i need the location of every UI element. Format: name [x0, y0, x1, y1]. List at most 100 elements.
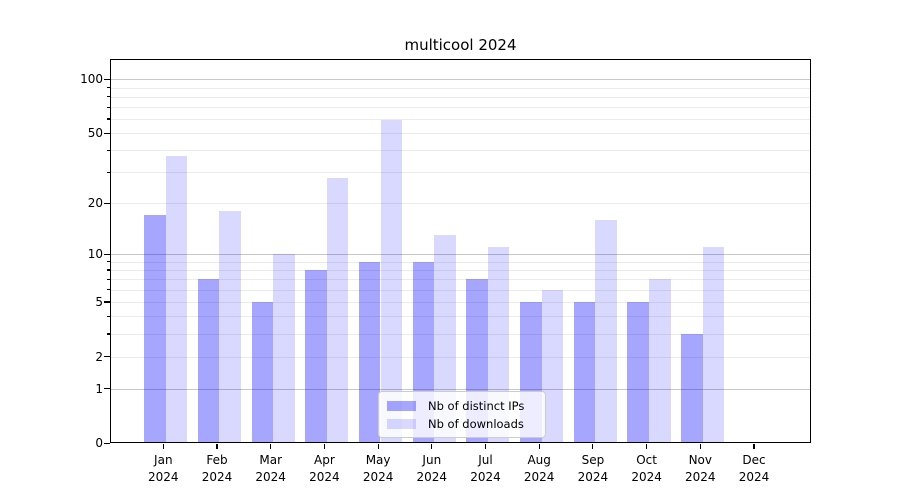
- y-minor-tick-mark: [107, 333, 110, 335]
- y-minor-tick-mark: [107, 171, 110, 174]
- x-tick-label: Apr 2024: [297, 452, 351, 485]
- x-tick-year: 2024: [255, 469, 286, 484]
- major-gridline: [110, 79, 811, 81]
- x-tick-year: 2024: [685, 469, 716, 484]
- legend-item-downloads: Nb of downloads: [387, 417, 537, 431]
- legend-label-distinct-ips: Nb of distinct IPs: [428, 398, 525, 413]
- y-tick-mark: [104, 301, 110, 303]
- y-tick-label: 100: [80, 72, 103, 87]
- x-tick-label: Mar 2024: [244, 452, 298, 485]
- x-tick-month: Apr: [314, 453, 335, 467]
- bar-nb-of-downloads-may: [380, 120, 403, 444]
- y-tick-label: 2: [95, 349, 103, 364]
- x-tick-mark: [323, 444, 325, 450]
- x-tick-mark: [646, 444, 648, 450]
- x-tick-mark: [699, 444, 701, 450]
- x-tick-label: Jun 2024: [405, 452, 459, 485]
- x-tick-year: 2024: [738, 469, 770, 484]
- minor-gridline: [110, 289, 811, 291]
- y-minor-tick-mark: [107, 149, 110, 151]
- x-tick-mark: [538, 444, 540, 450]
- x-tick-label: Feb 2024: [190, 452, 244, 485]
- minor-gridline: [110, 316, 811, 318]
- x-tick-year: 2024: [631, 469, 662, 484]
- y-minor-tick-mark: [107, 261, 110, 263]
- x-tick-mark: [592, 444, 594, 450]
- x-tick-mark: [484, 444, 487, 450]
- minor-gridline: [110, 301, 811, 303]
- bar-nb-of-distinct-ips-oct: [627, 301, 649, 444]
- y-tick-mark: [104, 202, 110, 204]
- x-tick-year: 2024: [362, 469, 394, 484]
- x-tick-year: 2024: [416, 469, 448, 484]
- minor-gridline: [110, 172, 811, 174]
- x-tick-label: Oct 2024: [620, 452, 674, 485]
- bar-nb-of-distinct-ips-sep: [573, 301, 596, 444]
- x-tick-month: Nov: [688, 453, 712, 467]
- bar-nb-of-distinct-ips-mar: [251, 301, 274, 444]
- bar-nb-of-downloads-oct: [649, 279, 671, 444]
- legend-swatch-downloads: [387, 418, 416, 429]
- y-tick-mark: [104, 253, 110, 255]
- y-tick-label: 20: [87, 196, 103, 211]
- minor-gridline: [110, 87, 811, 89]
- x-tick-month: Aug: [527, 453, 551, 467]
- x-tick-mark: [162, 444, 164, 450]
- y-tick-label: 1: [95, 381, 103, 396]
- x-tick-label: Aug 2024: [512, 452, 566, 485]
- y-tick-mark: [104, 388, 110, 390]
- x-tick-year: 2024: [148, 469, 179, 484]
- major-gridline: [110, 388, 811, 390]
- x-tick-month: Jan: [154, 453, 173, 467]
- minor-gridline: [110, 96, 811, 98]
- y-tick-mark: [104, 356, 110, 358]
- y-minor-tick-mark: [107, 86, 110, 89]
- bar-nb-of-distinct-ips-apr: [305, 270, 327, 444]
- x-tick-label: May 2024: [351, 452, 405, 485]
- y-tick-label: 0: [95, 436, 103, 451]
- x-tick-label: Jul 2024: [459, 452, 513, 485]
- minor-gridline: [110, 333, 811, 335]
- y-minor-tick-mark: [107, 96, 110, 98]
- x-tick-label: Sep 2024: [566, 452, 620, 485]
- bar-nb-of-distinct-ips-feb: [197, 279, 220, 444]
- x-tick-mark: [377, 444, 379, 450]
- y-minor-tick-mark: [107, 315, 110, 317]
- minor-gridline: [110, 203, 811, 205]
- x-tick-year: 2024: [309, 469, 340, 484]
- x-tick-label: Nov 2024: [673, 452, 727, 485]
- y-minor-tick-mark: [107, 106, 110, 108]
- x-tick-month: Sep: [581, 453, 605, 467]
- x-tick-month: Oct: [636, 453, 657, 467]
- x-tick-year: 2024: [470, 469, 501, 484]
- bar-nb-of-distinct-ips-may: [358, 261, 381, 444]
- x-tick-mark: [431, 444, 433, 450]
- bar-nb-of-downloads-nov: [702, 247, 725, 444]
- minor-gridline: [110, 270, 811, 271]
- x-tick-mark: [753, 444, 755, 450]
- x-tick-mark: [216, 444, 218, 450]
- y-minor-tick-mark: [107, 278, 110, 280]
- minor-gridline: [110, 150, 811, 152]
- bar-nb-of-downloads-jan: [165, 156, 188, 444]
- bar-nb-of-downloads-apr: [326, 177, 349, 444]
- x-tick-month: Jul: [478, 453, 493, 467]
- x-tick-label: Jan 2024: [136, 452, 190, 485]
- bar-nb-of-downloads-aug: [541, 289, 564, 444]
- y-tick-mark: [104, 78, 110, 80]
- y-tick-mark: [104, 132, 110, 134]
- major-gridline: [110, 254, 811, 256]
- y-tick-label: 5: [95, 294, 103, 309]
- y-minor-tick-mark: [107, 289, 110, 291]
- minor-gridline: [110, 261, 811, 263]
- x-tick-year: 2024: [201, 469, 233, 484]
- x-tick-month: Mar: [259, 453, 282, 467]
- bar-nb-of-downloads-sep: [595, 219, 617, 444]
- chart-title: multicool 2024: [404, 36, 517, 54]
- x-tick-year: 2024: [523, 469, 555, 484]
- x-tick-label: Dec 2024: [727, 452, 781, 485]
- bar-nb-of-distinct-ips-nov: [681, 333, 703, 444]
- x-tick-month: Feb: [206, 453, 228, 467]
- minor-gridline: [110, 107, 811, 109]
